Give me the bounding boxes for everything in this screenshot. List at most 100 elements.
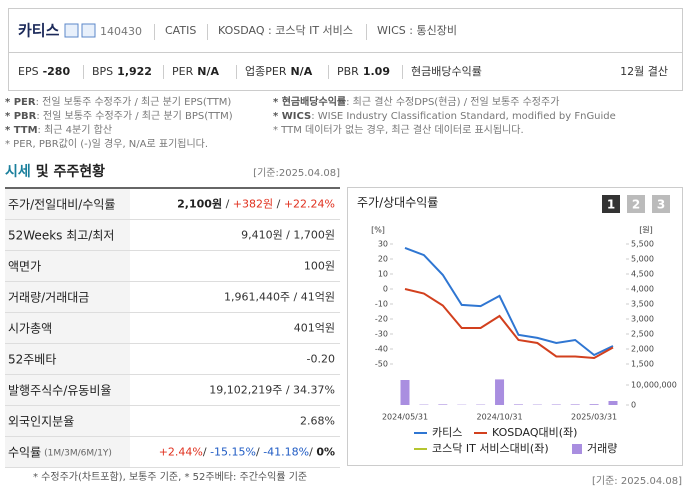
tick-label: -10 (375, 300, 388, 309)
tick-label: 4,000 (631, 285, 654, 294)
row-value: 9,410원 / 1,700원 (241, 229, 335, 242)
note-term: * 현금배당수익률 (273, 95, 346, 108)
volume-bar (400, 380, 410, 405)
icon[interactable] (81, 23, 96, 38)
tick-label: -40 (375, 345, 388, 354)
metric-value: 1,922 (117, 65, 152, 78)
icon[interactable] (64, 23, 79, 38)
value-part: -15.15% (210, 446, 256, 459)
series-line (404, 288, 614, 360)
volume-bar (608, 401, 618, 405)
row-value: +2.44%/ -15.15%/ -41.18%/ 0% (159, 446, 335, 459)
tab-label[interactable]: 2 (632, 198, 640, 212)
tab-label[interactable]: 3 (657, 198, 665, 212)
value-part: +22.24% (284, 198, 335, 211)
note-text: : 최근 결산 수정DPS(현금) / 전일 보통주 수정주가 (346, 96, 559, 108)
tab-label[interactable]: 1 (607, 198, 615, 212)
tab-button[interactable] (652, 195, 670, 213)
row-label: 주가/전일대비/수익률 (8, 197, 115, 211)
metric-value: N/A (290, 65, 312, 78)
note-text: : 전일 보통주 수정주가 / 최근 분기 EPS(TTM) (36, 96, 232, 108)
label-text: 52Weeks 최고/최저 (8, 228, 114, 242)
tick-label: 0 (383, 285, 388, 294)
label-cell (5, 220, 130, 250)
value-part: 100원 (304, 260, 335, 273)
volume-bar (589, 404, 599, 405)
row-label: 52주베타 (8, 352, 56, 366)
value-part: 1,961,440주 / 41억원 (224, 291, 335, 304)
tick-label: 5,500 (631, 240, 654, 249)
tab-button[interactable] (627, 195, 645, 213)
tick-label: 20 (378, 255, 388, 264)
value-part: / (256, 446, 263, 459)
value-part: / (222, 198, 233, 211)
value-part: +382원 (233, 198, 273, 211)
value-part: 2,100원 (177, 197, 222, 211)
note: * WICS: WISE Industry Classification Sta… (273, 111, 616, 122)
volume-bar (495, 379, 505, 405)
label-cell (5, 375, 130, 405)
value-part: / (203, 446, 210, 459)
footnote: * 수정주가(차트포함), 보통주 기준, * 52주베타: 주간수익률 기준 (33, 471, 307, 483)
metric-label: 업종PER (245, 65, 287, 78)
fiscal: 12월 결산 (620, 65, 668, 78)
row-value: 2.68% (300, 415, 335, 428)
label-text: 시가총액 (8, 321, 52, 335)
label-text: 발행주식수/유동비율 (8, 382, 111, 397)
metric: PBR 1.09 (337, 65, 390, 78)
note-text: : 전일 보통주 수정주가 / 최근 분기 BPS(TTM) (36, 110, 232, 122)
note-text: : WISE Industry Classification Standard,… (311, 111, 616, 122)
label-cell (5, 406, 130, 436)
tick-label: 4,500 (631, 270, 654, 279)
x-tick-label: 2024/10/31 (476, 413, 522, 422)
x-tick-label: 2025/03/31 (571, 413, 617, 422)
value-part: -41.18% (263, 446, 309, 459)
label-cell (5, 313, 130, 343)
label-text: 주가/전일대비/수익률 (8, 197, 115, 211)
tick-label: -20 (375, 315, 388, 324)
value-part: 2.68% (300, 415, 335, 428)
y-unit: [%] (371, 226, 385, 235)
note-term: * TTM (5, 125, 38, 136)
tick-label: -50 (375, 360, 388, 369)
tick-label: 10,000,000 (631, 381, 677, 390)
value-part: 0% (316, 446, 335, 459)
volume-bar (438, 404, 448, 405)
legend-label: 거래량 (587, 442, 617, 455)
title-rest: 및 주주현황 (36, 163, 105, 180)
tick-label: 3,500 (631, 300, 654, 309)
row-value: 1,961,440주 / 41억원 (224, 291, 335, 304)
stock-code: 140430 (100, 25, 142, 38)
note-text: * TTM 데이터가 없는 경우, 최근 결산 데이터로 표시됩니다. (273, 123, 524, 136)
row-label: 52Weeks 최고/최저 (8, 228, 114, 242)
header-box (8, 8, 683, 91)
legend-label: 카티스 (432, 426, 462, 439)
note: * PER, PBR값이 (-)일 경우, N/A로 표기됩니다. (5, 137, 208, 150)
note-term: * WICS (273, 111, 311, 122)
value-part: 9,410원 / 1,700원 (241, 229, 335, 242)
value-part: / (309, 446, 316, 459)
tab-button[interactable] (602, 195, 620, 213)
y2-unit: [원] (639, 226, 653, 235)
label-cell (5, 437, 130, 467)
row-label: 시가총액 (8, 321, 52, 335)
title-highlight: 시세 (5, 164, 31, 180)
value-part: -0.20 (307, 353, 335, 366)
value-part: / (273, 198, 284, 211)
label-text: 액면가 (8, 259, 41, 273)
row-value: 19,102,219주 / 34.37% (209, 384, 335, 397)
label-cell (5, 251, 130, 281)
label-text: 외국인지분율 (8, 414, 74, 428)
note-term: * PER (5, 97, 36, 108)
series-line (404, 246, 614, 357)
legend-label: KOSDAQ대비(좌) (492, 426, 577, 439)
row-label: 외국인지분율 (8, 414, 74, 428)
label-cell (5, 344, 130, 374)
chart-basis: [기준: 2025.04.08] (592, 475, 682, 487)
row-label: 거래량/거래대금 (8, 290, 89, 304)
tick-label: 0 (631, 401, 636, 410)
row-value: -0.20 (307, 353, 335, 366)
label-note: (1M/3M/6M/1Y) (44, 448, 112, 458)
metric-value: -280 (43, 65, 71, 78)
value-part: 401억원 (294, 322, 335, 335)
